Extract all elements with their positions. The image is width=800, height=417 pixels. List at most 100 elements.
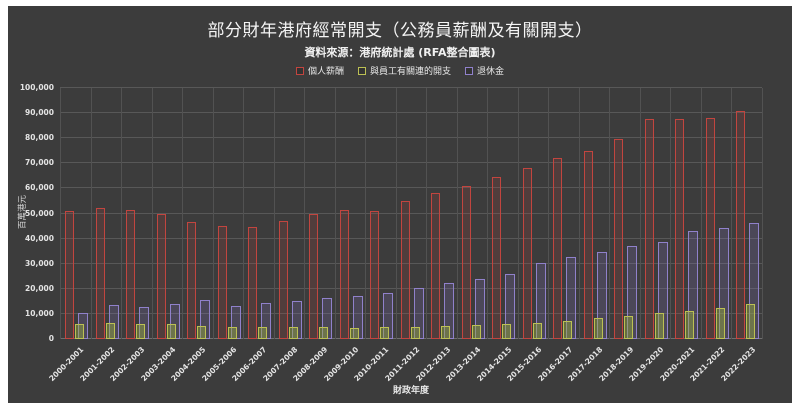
bar-與員工有關連的開支 xyxy=(166,324,176,339)
legend-marker-icon xyxy=(357,66,366,75)
gridline-vertical xyxy=(548,88,550,339)
bar-個人薪酬 xyxy=(583,151,593,339)
bar-與員工有關連的開支 xyxy=(410,327,420,339)
y-tick-label: 100,000 xyxy=(19,83,54,92)
y-tick-label: 70,000 xyxy=(25,158,54,168)
bar-個人薪酬 xyxy=(553,158,563,339)
bar-與員工有關連的開支 xyxy=(227,326,237,339)
bar-與員工有關連的開支 xyxy=(746,304,756,339)
gridline-vertical xyxy=(578,88,580,339)
bar-group xyxy=(365,88,396,339)
gridline-vertical xyxy=(609,88,611,339)
gridline-horizontal xyxy=(60,162,762,164)
bar-與員工有關連的開支 xyxy=(197,325,207,339)
legend-label: 退休金 xyxy=(477,67,505,77)
gridline-vertical xyxy=(334,88,336,339)
chart-subtitle: 資料來源：港府統計處 (RFA整合圖表) xyxy=(304,46,496,59)
chart-title: 部分財年港府經常開支（公務員薪酬及有關開支） xyxy=(207,21,593,41)
y-tick-label: 50,000 xyxy=(25,208,54,218)
bar-個人薪酬 xyxy=(736,111,746,339)
gridline-horizontal xyxy=(60,287,762,289)
bar-group xyxy=(731,88,762,339)
gridline-vertical xyxy=(487,88,489,339)
gridline-horizontal xyxy=(60,212,762,214)
gridline-vertical xyxy=(517,88,519,339)
legend-marker-icon xyxy=(295,66,304,75)
bar-group xyxy=(487,88,518,339)
bar-group xyxy=(701,88,732,339)
bar-group xyxy=(91,88,122,339)
gridline-horizontal xyxy=(60,137,762,139)
gridline-horizontal xyxy=(60,87,762,88)
bar-個人薪酬 xyxy=(95,207,105,339)
bar-與員工有關連的開支 xyxy=(471,324,481,339)
bar-與員工有關連的開支 xyxy=(563,320,573,339)
gridline-vertical xyxy=(456,88,458,339)
bar-group xyxy=(640,88,671,339)
gridline-vertical xyxy=(60,88,61,339)
gridline-vertical xyxy=(762,88,763,339)
y-tick-label: 30,000 xyxy=(25,258,54,268)
bar-個人薪酬 xyxy=(278,221,288,339)
bar-個人薪酬 xyxy=(705,117,715,339)
bar-group xyxy=(457,88,488,339)
gridline-vertical xyxy=(304,88,306,339)
gridline-horizontal xyxy=(60,112,762,114)
bar-group xyxy=(152,88,183,339)
bar-group xyxy=(548,88,579,339)
bar-個人薪酬 xyxy=(461,185,471,339)
bar-與員工有關連的開支 xyxy=(319,327,329,339)
bar-group xyxy=(243,88,274,339)
gridline-horizontal xyxy=(60,262,762,264)
bar-個人薪酬 xyxy=(126,210,136,339)
bar-與員工有關連的開支 xyxy=(624,315,634,339)
gridline-vertical xyxy=(273,88,275,339)
gridline-vertical xyxy=(395,88,397,339)
bar-group xyxy=(518,88,549,339)
bar-個人薪酬 xyxy=(644,119,654,339)
gridline-vertical xyxy=(426,88,428,339)
gridline-vertical xyxy=(365,88,367,339)
bar-group xyxy=(670,88,701,339)
gridline-vertical xyxy=(731,88,733,339)
bar-group xyxy=(60,88,91,339)
gridline-horizontal xyxy=(60,237,762,239)
bar-與員工有關連的開支 xyxy=(380,327,390,339)
gridline-vertical xyxy=(212,88,214,339)
gridline-horizontal xyxy=(60,187,762,189)
chart-area: 部分財年港府經常開支（公務員薪酬及有關開支） 資料來源：港府統計處 (RFA整合… xyxy=(8,6,792,403)
x-axis-title: 財政年度 xyxy=(392,386,429,396)
bar-group xyxy=(609,88,640,339)
bar-個人薪酬 xyxy=(309,213,319,339)
bar-個人薪酬 xyxy=(187,221,197,339)
bar-個人薪酬 xyxy=(400,200,410,339)
gridline-vertical xyxy=(243,88,245,339)
y-tick-label: 40,000 xyxy=(25,233,54,243)
legend-marker-icon xyxy=(465,66,473,75)
bar-與員工有關連的開支 xyxy=(593,318,603,339)
y-tick-label: 90,000 xyxy=(25,108,54,118)
gridline-vertical xyxy=(700,88,702,339)
y-tick-label: 60,000 xyxy=(25,183,54,193)
y-tick-label: 80,000 xyxy=(25,133,54,143)
bar-與員工有關連的開支 xyxy=(105,323,115,339)
bar-與員工有關連的開支 xyxy=(685,310,695,339)
gridline-vertical xyxy=(151,88,153,339)
y-tick-label: 20,000 xyxy=(25,283,54,293)
legend-item: 與員工有關連的開支 xyxy=(357,64,451,77)
legend: 個人薪酬 與員工有關連的開支 退休金 xyxy=(8,64,792,77)
bar-個人薪酬 xyxy=(431,193,441,339)
bar-與員工有關連的開支 xyxy=(654,313,664,339)
gridline-vertical xyxy=(670,88,672,339)
legend-label: 與員工有關連的開支 xyxy=(369,67,451,77)
bar-個人薪酬 xyxy=(248,226,258,339)
legend-item: 個人薪酬 xyxy=(295,64,344,77)
bar-與員工有關連的開支 xyxy=(441,325,451,339)
gridline-horizontal xyxy=(60,312,762,314)
bar-個人薪酬 xyxy=(65,211,74,339)
bar-與員工有關連的開支 xyxy=(258,327,268,339)
bar-個人薪酬 xyxy=(614,138,624,339)
gridline-vertical xyxy=(639,88,641,339)
bar-與員工有關連的開支 xyxy=(288,327,298,339)
